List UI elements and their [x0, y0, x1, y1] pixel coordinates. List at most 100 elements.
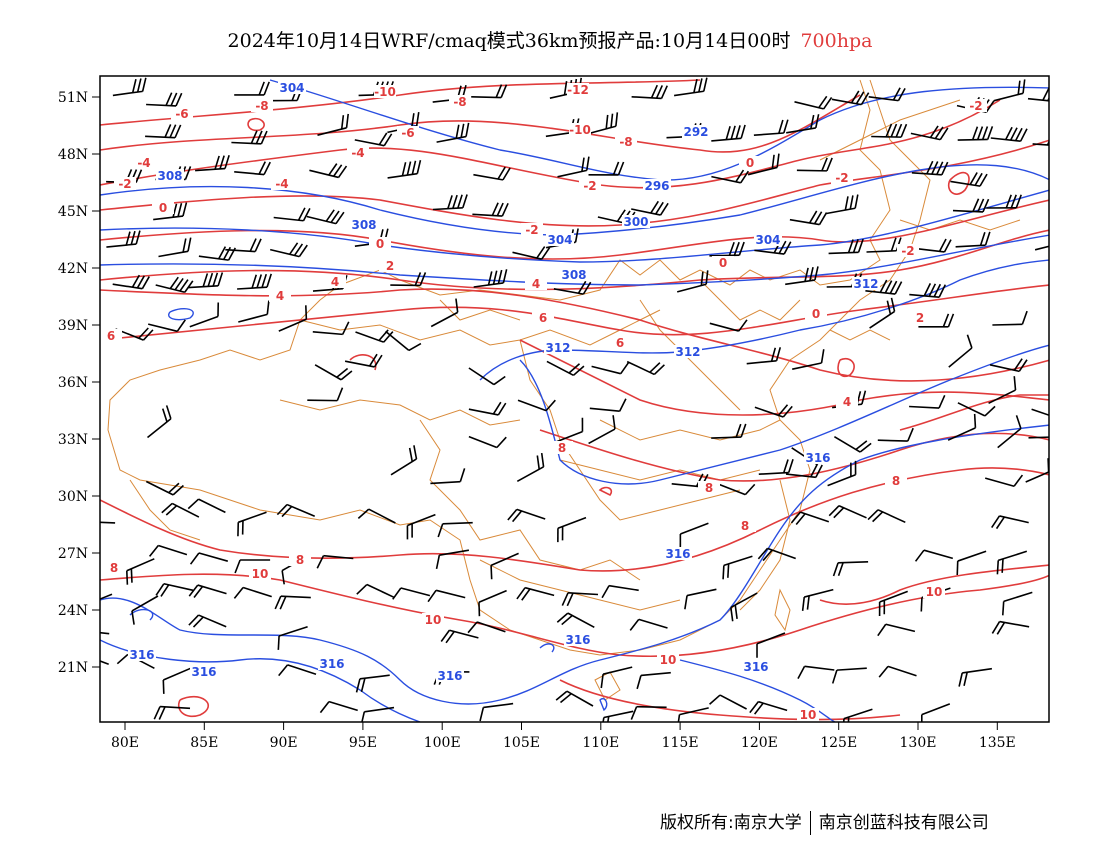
isotherm-label-bg: [567, 83, 589, 96]
wind-barb: [833, 436, 872, 453]
isotherm-label-bg: [579, 179, 601, 192]
wind-barb: [630, 705, 667, 720]
isotherm-label-bg: [251, 99, 273, 112]
wind-barb: [148, 544, 188, 557]
title-main: 2024年10月14日WRF/cmaq模式36km预报产品:10月14日00时: [227, 30, 791, 52]
wind-barb: [988, 376, 1017, 405]
contour-label-bg: [278, 81, 306, 94]
contour-label: 292: [683, 125, 708, 139]
wind-barb: [794, 95, 833, 110]
y-tick-label: 33N: [58, 432, 88, 448]
wind-barb: [517, 399, 556, 412]
contour-label: 316: [129, 648, 154, 662]
contour-label-bg: [560, 268, 588, 281]
wind-barb: [992, 310, 1028, 326]
copyright-right: 南京创蓝科技有限公司: [818, 813, 989, 833]
wind-barb: [479, 702, 514, 722]
isotherm-label: -8: [255, 99, 268, 113]
wind-barb: [270, 242, 308, 258]
wind-barb: [100, 520, 116, 524]
contour-label-bg: [190, 665, 218, 678]
wind-barb: [225, 238, 262, 253]
wind-barb: [991, 620, 1030, 635]
y-tick-label: 48N: [58, 147, 88, 163]
wind-barb: [440, 629, 479, 644]
isotherm-label: 6: [616, 336, 624, 350]
wind-barb: [354, 132, 393, 147]
isotherm-label: 8: [558, 441, 566, 455]
wind-barb: [990, 126, 1028, 142]
wind-barb: [387, 159, 422, 179]
x-tick-label: 90E: [270, 735, 298, 751]
wind-barb: [430, 468, 466, 485]
wind-barb: [828, 505, 867, 519]
isotherm-label-bg: [698, 481, 720, 494]
x-tick-label: 100E: [424, 735, 461, 751]
x-tick-label: 125E: [820, 735, 857, 751]
x-tick-label: 105E: [503, 735, 540, 751]
wind-barb: [112, 274, 150, 290]
contour-label: 304: [755, 233, 780, 247]
wind-barb: [276, 503, 316, 518]
wind-barb: [867, 509, 906, 524]
wind-barb: [390, 445, 418, 476]
isotherm-label-bg: [521, 223, 543, 236]
wind-barb: [146, 405, 172, 439]
wind-barb: [948, 334, 973, 368]
wind-barb: [679, 522, 709, 548]
wind-barb: [432, 194, 468, 211]
isotherm-label-bg: [885, 474, 907, 487]
x-tick-label: 80E: [111, 735, 139, 751]
wind-barb: [877, 427, 914, 442]
wind-barb: [993, 79, 1026, 102]
wind-barb: [957, 126, 994, 141]
wind-barb: [319, 700, 358, 714]
wind-barb: [277, 625, 308, 650]
wind-barb: [711, 124, 746, 142]
wind-barb: [871, 123, 908, 138]
wind-barb: [1032, 132, 1049, 147]
isotherm-label-bg: [909, 311, 931, 324]
wind-barb: [717, 482, 756, 496]
wind-barb: [865, 279, 903, 295]
isotherm-label-bg: [171, 107, 193, 120]
wind-barb: [920, 703, 951, 722]
wind-barb: [588, 415, 616, 445]
wind-barb: [746, 347, 782, 365]
isotherm-label: -6: [401, 126, 414, 140]
isotherm-label-bg: [103, 561, 125, 574]
contour-label: 316: [437, 669, 462, 683]
title-level: 700hpa: [800, 30, 873, 52]
isotherm-label-bg: [114, 177, 136, 190]
wind-barb: [145, 124, 182, 139]
wind-barb: [478, 589, 507, 617]
wind-barb: [473, 166, 511, 181]
isotherm-label-bg: [397, 126, 419, 139]
isotherm-label-bg: [422, 613, 444, 626]
wind-barb: [877, 623, 916, 637]
y-tick-label: 24N: [58, 603, 88, 619]
isotherm-label-bg: [615, 135, 637, 148]
y-tick-label: 51N: [58, 90, 88, 106]
wind-barb: [237, 511, 267, 537]
wind-barb: [467, 621, 506, 634]
wind-barb: [234, 81, 270, 96]
isotherm-label-bg: [379, 259, 401, 272]
contour-label-bg: [643, 179, 671, 192]
contour-label: 316: [191, 665, 216, 679]
wind-barb: [722, 555, 753, 580]
y-tick-label: 30N: [58, 489, 88, 505]
wind-barb: [684, 588, 717, 610]
wind-barb: [636, 671, 671, 690]
wind-barb: [749, 700, 788, 715]
x-tick-label: 85E: [190, 735, 218, 751]
isotherm-labels: -12 -10 -10 -8 -8 -8 -6 -6 -4 -4 -4 -2 -2 -2 -2 -2 -2 0 0 0…: [100, 83, 987, 722]
isotherm-label: 0: [746, 156, 754, 170]
wind-barb: [909, 394, 946, 409]
isotherm-label: 8: [110, 561, 118, 575]
wind-barb: [153, 705, 191, 720]
wind-barb: [796, 157, 833, 172]
contour-label: 308: [157, 169, 182, 183]
country-province-boundaries: [107, 79, 1021, 701]
